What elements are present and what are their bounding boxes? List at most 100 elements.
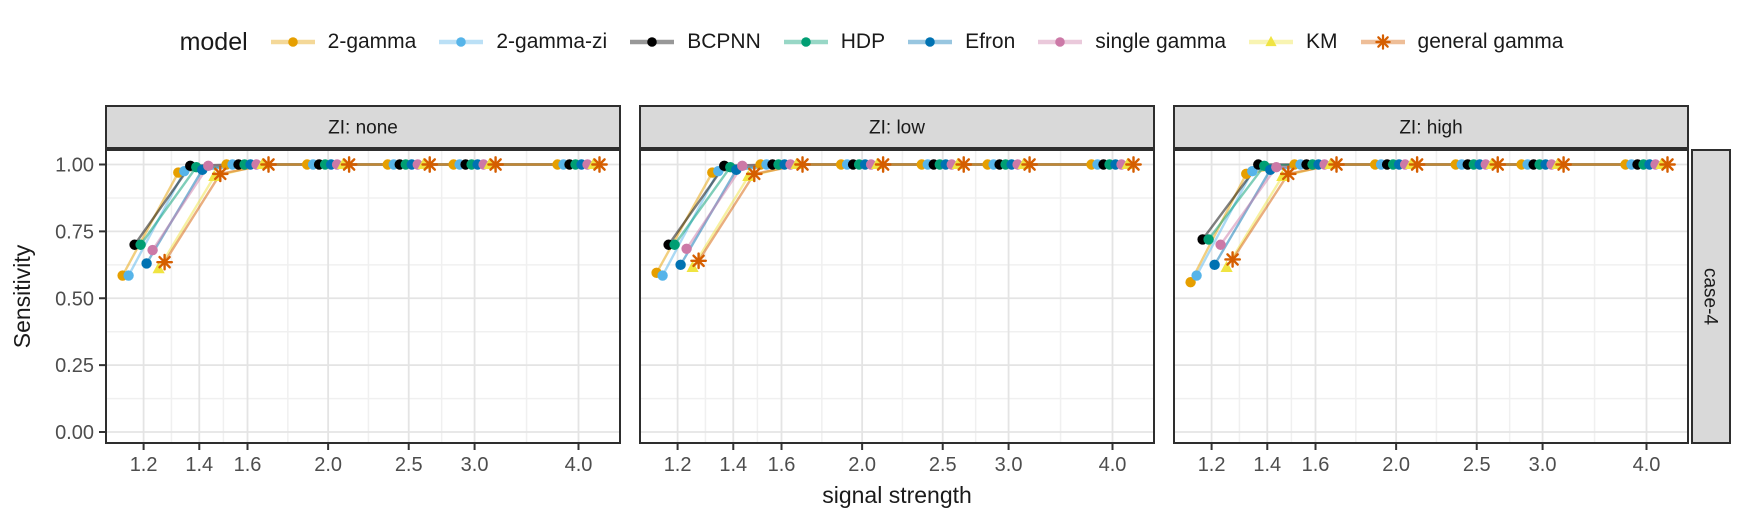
x-tick-label: 1.2 xyxy=(664,454,692,476)
data-point xyxy=(794,156,811,173)
data-point xyxy=(1220,260,1233,272)
panel-background xyxy=(640,150,1154,443)
legend-entry-single gamma: single gamma xyxy=(1037,29,1226,55)
data-point xyxy=(657,270,668,281)
x-tick-label: 1.2 xyxy=(1198,454,1226,476)
data-point xyxy=(1555,156,1572,173)
legend-key-marker xyxy=(1055,37,1066,47)
panel-background xyxy=(106,150,620,443)
data-point xyxy=(211,165,229,183)
x-tick-label: 2.0 xyxy=(1382,454,1410,476)
y-axis-title: Sensitivity xyxy=(9,244,35,348)
legend-label: single gamma xyxy=(1095,30,1227,53)
data-point xyxy=(421,156,439,173)
data-point xyxy=(737,160,748,172)
legend-key-marker xyxy=(647,37,658,47)
legend-label: KM xyxy=(1306,30,1338,53)
asterisk-stroke xyxy=(342,158,356,171)
legend-label: HDP xyxy=(840,30,886,53)
panel-background xyxy=(1174,150,1688,443)
series-points-general gamma xyxy=(156,156,608,271)
data-point xyxy=(1328,156,1345,173)
data-point xyxy=(141,258,152,269)
data-point xyxy=(1185,277,1196,288)
data-point xyxy=(675,259,686,271)
data-point xyxy=(487,156,504,173)
data-point xyxy=(591,156,608,173)
legend-label: general gamma xyxy=(1417,30,1564,53)
legend-entry-BCPNN: BCPNN xyxy=(629,29,761,55)
x-tick-label: 1.4 xyxy=(1253,454,1281,476)
BCPNN-key-icon xyxy=(630,37,675,47)
KM-key-icon xyxy=(1249,35,1294,47)
y-tick-label: 0.25 xyxy=(55,355,94,377)
data-point xyxy=(874,156,892,173)
x-tick-label: 2.5 xyxy=(1463,454,1491,476)
2-gamma-zi-key-icon xyxy=(439,37,484,47)
data-point xyxy=(690,252,707,270)
data-point xyxy=(123,270,134,281)
x-tick-label: 1.4 xyxy=(719,454,747,476)
data-point xyxy=(156,253,174,271)
asterisk-stroke xyxy=(593,158,606,171)
data-point xyxy=(135,239,146,250)
x-tick-label: 3.0 xyxy=(995,454,1023,476)
legend-label: 2-gamma xyxy=(327,30,417,53)
data-point xyxy=(1489,156,1507,173)
legend-label: BCPNN xyxy=(687,30,761,53)
legend-entry-HDP: HDP xyxy=(783,29,885,55)
panel-border xyxy=(639,149,1155,444)
asterisk-stroke xyxy=(423,158,437,171)
x-tick-label: 2.0 xyxy=(848,454,876,476)
asterisk-stroke xyxy=(1023,158,1036,171)
data-point xyxy=(745,165,763,183)
x-tick-label: 3.0 xyxy=(461,454,489,476)
data-point xyxy=(1408,156,1426,173)
asterisk-stroke xyxy=(876,158,890,171)
data-point xyxy=(1247,165,1258,177)
data-point xyxy=(955,156,973,173)
series-points-general gamma xyxy=(1224,156,1676,268)
legend-key-marker xyxy=(1265,35,1277,47)
legend-label: Efron xyxy=(965,30,1016,53)
HDP-key-icon xyxy=(783,37,828,47)
general gamma-key-icon xyxy=(1360,34,1405,50)
series-points-general gamma xyxy=(690,156,1142,270)
asterisk-stroke xyxy=(1330,158,1343,171)
series-points-single gamma xyxy=(1215,159,1661,250)
data-point xyxy=(1203,234,1214,245)
x-tick-label: 1.2 xyxy=(130,454,158,476)
2-gamma-key-icon xyxy=(270,37,315,47)
x-tick-label: 4.0 xyxy=(1099,454,1127,476)
asterisk-stroke xyxy=(1491,158,1505,171)
asterisk-stroke xyxy=(1410,158,1424,171)
data-point xyxy=(1021,156,1038,173)
data-point xyxy=(203,160,214,172)
asterisk-stroke xyxy=(1376,36,1389,48)
x-tick-label: 4.0 xyxy=(1633,454,1661,476)
legend-key-marker xyxy=(287,37,298,47)
legend-key-marker xyxy=(456,37,467,47)
facet-strip xyxy=(105,105,621,149)
x-tick-label: 1.4 xyxy=(185,454,213,476)
data-point xyxy=(1279,165,1297,183)
asterisk-stroke xyxy=(213,167,227,181)
asterisk-stroke xyxy=(1127,158,1140,171)
facet-strip xyxy=(639,105,1155,149)
facet-strip-label: ZI: low xyxy=(869,118,925,139)
x-tick-label: 2.5 xyxy=(929,454,957,476)
facet-strip xyxy=(1173,105,1689,149)
data-point xyxy=(1125,156,1142,173)
asterisk-stroke xyxy=(1557,158,1570,171)
asterisk-stroke xyxy=(489,158,502,171)
asterisk-stroke xyxy=(1226,253,1239,266)
data-point xyxy=(1224,251,1242,268)
data-point xyxy=(669,239,680,250)
x-tick-label: 4.0 xyxy=(565,454,593,476)
legend-title: model xyxy=(179,27,248,56)
facet-strip-label: ZI: none xyxy=(328,118,398,139)
y-tick-label: 0.50 xyxy=(55,288,94,310)
panel-border xyxy=(105,149,621,444)
